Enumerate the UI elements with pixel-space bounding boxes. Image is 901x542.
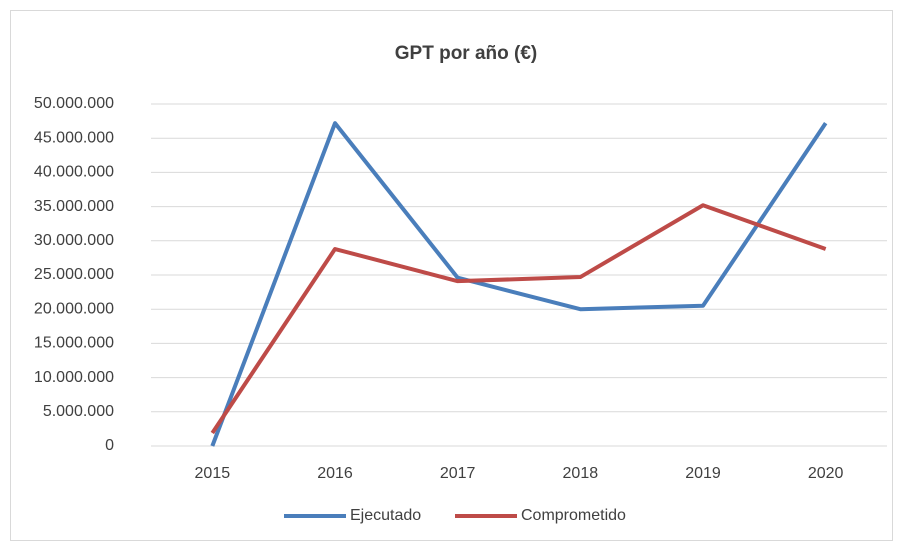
y-tick-label: 15.000.000 bbox=[34, 335, 114, 352]
y-tick-label: 25.000.000 bbox=[34, 266, 114, 283]
x-tick-label: 2018 bbox=[563, 465, 599, 482]
x-tick-label: 2016 bbox=[317, 465, 353, 482]
y-tick-label: 10.000.000 bbox=[34, 369, 114, 386]
x-tick-label: 2020 bbox=[808, 465, 844, 482]
y-tick-label: 35.000.000 bbox=[34, 198, 114, 215]
series-line bbox=[210, 121, 828, 447]
legend-label: Comprometido bbox=[521, 507, 626, 524]
y-tick-label: 40.000.000 bbox=[34, 164, 114, 181]
x-tick-label: 2017 bbox=[440, 465, 476, 482]
y-tick-label: 30.000.000 bbox=[34, 232, 114, 249]
legend-label: Ejecutado bbox=[350, 507, 421, 524]
y-tick-label: 20.000.000 bbox=[34, 300, 114, 317]
y-tick-label: 50.000.000 bbox=[34, 95, 114, 112]
y-tick-label: 0 bbox=[105, 437, 114, 454]
series-line bbox=[210, 203, 827, 435]
x-tick-label: 2015 bbox=[195, 465, 231, 482]
y-tick-label: 45.000.000 bbox=[34, 129, 114, 146]
x-tick-label: 2019 bbox=[685, 465, 721, 482]
chart-title: GPT por año (€) bbox=[395, 43, 538, 64]
y-tick-label: 5.000.000 bbox=[43, 403, 114, 420]
